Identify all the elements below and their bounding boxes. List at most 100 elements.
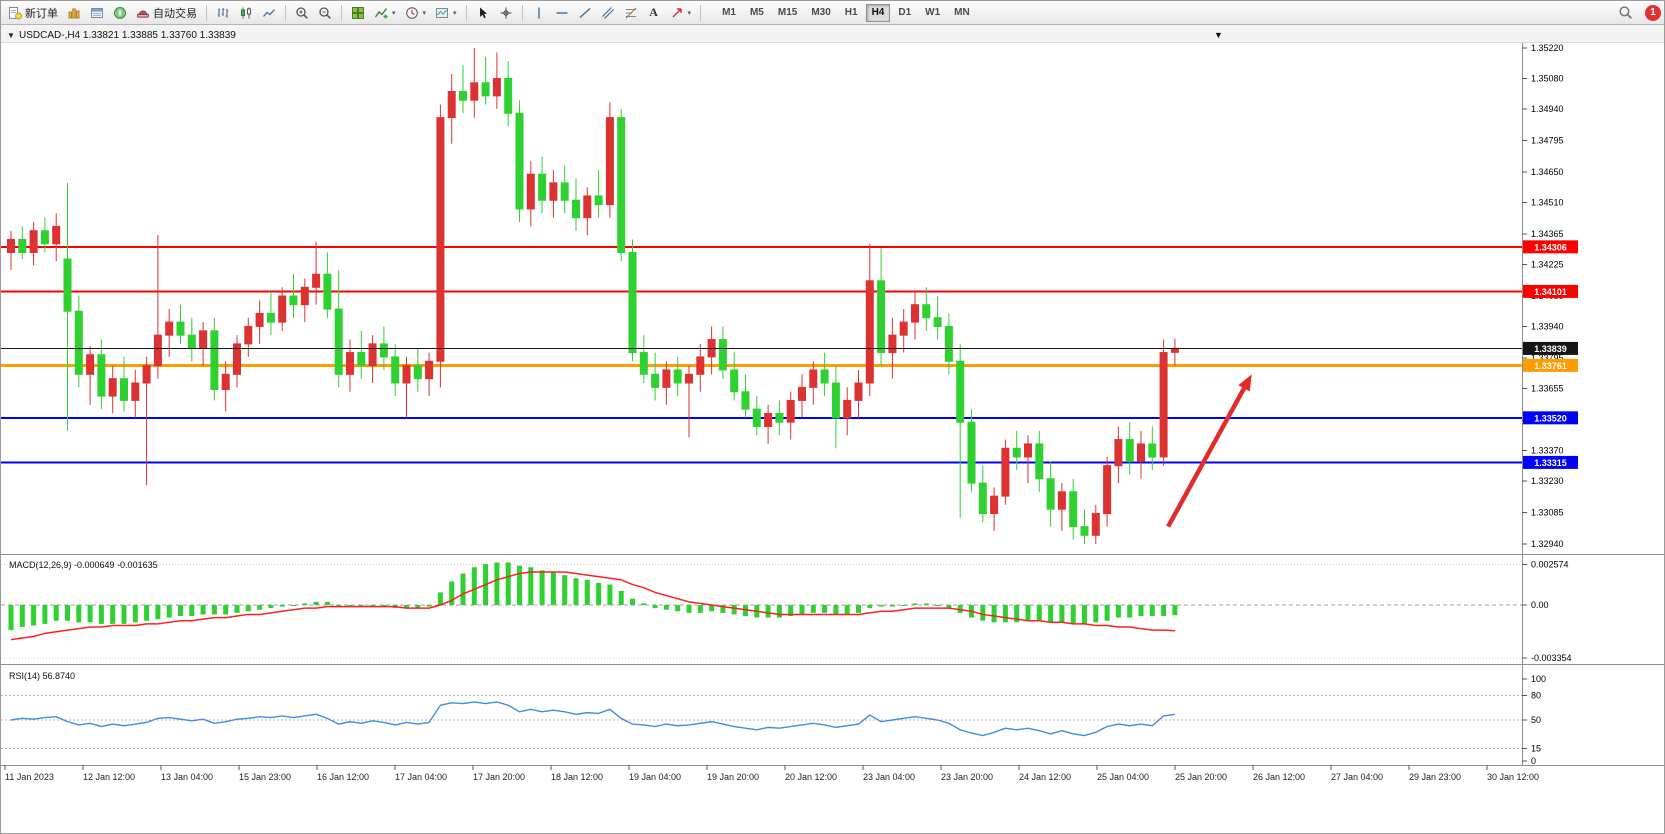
timeframe-mn[interactable]: MN: [948, 4, 976, 22]
tile-windows-button[interactable]: [347, 3, 369, 23]
hline-price-tag: 1.33315: [1523, 455, 1578, 469]
indicators-button[interactable]: ▾: [370, 3, 400, 23]
candle: [809, 361, 818, 405]
candle: [933, 296, 942, 340]
candle: [1091, 504, 1100, 544]
line-chart-type-button[interactable]: [258, 3, 280, 23]
candle: [402, 356, 411, 418]
candle: [673, 356, 682, 397]
new-order-button[interactable]: 新订单: [4, 3, 62, 23]
candle: [425, 352, 434, 397]
chart-menu-icon[interactable]: ▼: [7, 31, 15, 40]
price-tick: 1.32940: [1531, 539, 1564, 549]
macd-axis-tick: -0.003354: [1531, 653, 1572, 663]
crosshair-icon: [499, 6, 513, 20]
candle: [911, 291, 919, 340]
template-icon: [435, 6, 449, 20]
timeframe-h1[interactable]: H1: [839, 4, 864, 22]
candle: [1080, 509, 1089, 544]
candle: [74, 296, 83, 388]
timeframe-m1[interactable]: M1: [716, 4, 742, 22]
price-scale[interactable]: [1522, 43, 1665, 765]
timeframe-m5[interactable]: M5: [744, 4, 770, 22]
time-label: 25 Jan 20:00: [1175, 772, 1227, 782]
svg-text:1.34306: 1.34306: [1534, 242, 1567, 252]
text-tool-icon: A: [649, 5, 658, 19]
horizontal-line-tool-button[interactable]: [551, 3, 573, 23]
candlestick-type-button[interactable]: [235, 3, 257, 23]
time-label: 15 Jan 23:00: [239, 772, 291, 782]
fibonacci-tool-button[interactable]: [620, 3, 642, 23]
candle: [244, 317, 253, 357]
cursor-button[interactable]: [472, 3, 494, 23]
candle: [526, 161, 535, 227]
candle: [368, 335, 377, 384]
candle: [786, 391, 795, 440]
trend-arrow[interactable]: [1166, 374, 1252, 528]
rsi-line: [10, 701, 1175, 737]
chart-background: [1, 25, 1664, 833]
chevron-down-icon: ▾: [422, 9, 427, 17]
candles-layer: [7, 48, 1179, 544]
chevron-down-icon: ▾: [687, 9, 692, 17]
notification-badge[interactable]: 1: [1645, 4, 1661, 21]
timeframe-m30[interactable]: M30: [805, 4, 836, 22]
data-window-button[interactable]: [86, 3, 108, 23]
candle: [210, 317, 219, 401]
candle: [696, 343, 705, 392]
candle: [1024, 435, 1032, 484]
tile-windows-icon: [351, 6, 365, 20]
timeframe-d1[interactable]: D1: [892, 4, 917, 22]
candle: [391, 343, 400, 397]
time-label: 17 Jan 20:00: [473, 772, 525, 782]
search-button[interactable]: [1614, 3, 1637, 23]
templates-button[interactable]: ▾: [431, 3, 461, 23]
timeframe-m15[interactable]: M15: [772, 4, 803, 22]
bar-chart-type-button[interactable]: [212, 3, 234, 23]
candle: [312, 241, 321, 305]
timeframe-h4[interactable]: H4: [865, 3, 891, 22]
candle: [165, 309, 174, 357]
crosshair-button[interactable]: [495, 3, 517, 23]
candle: [1137, 430, 1145, 479]
window-menu-icon[interactable]: ▼: [1214, 30, 1223, 40]
zoom-out-button[interactable]: [314, 3, 336, 23]
time-label: 12 Jan 12:00: [83, 772, 135, 782]
vertical-line-tool-button[interactable]: [528, 3, 550, 23]
channel-tool-button[interactable]: [597, 3, 619, 23]
market-watch-button[interactable]: [63, 3, 85, 23]
new-order-label: 新订单: [25, 7, 58, 20]
clock-icon: [405, 6, 419, 20]
candle: [334, 269, 343, 388]
price-tick: 1.34225: [1531, 259, 1564, 269]
search-icon: [1618, 5, 1633, 20]
trendline-tool-button[interactable]: [574, 3, 596, 23]
timeframe-w1[interactable]: W1: [919, 4, 946, 22]
new-order-icon: [8, 6, 22, 20]
price-tick: 1.33230: [1531, 476, 1564, 486]
candle: [470, 48, 479, 118]
candle: [639, 335, 648, 384]
periods-button[interactable]: ▾: [401, 3, 431, 23]
zoom-in-button[interactable]: [291, 3, 313, 23]
line-chart-icon: [262, 6, 276, 20]
candle: [899, 309, 908, 353]
candle: [278, 287, 287, 331]
candle: [255, 300, 264, 344]
text-tool-button[interactable]: A: [643, 3, 665, 23]
time-axis[interactable]: 11 Jan 2023 12 Jan 12:00 13 Jan 04:00 15 Ja…: [4, 765, 1539, 782]
fibonacci-icon: [624, 6, 638, 20]
candle: [221, 361, 230, 412]
candle: [29, 222, 38, 266]
candle: [831, 365, 840, 449]
svg-text:1.33520: 1.33520: [1534, 413, 1567, 423]
arrows-tool-button[interactable]: ▾: [666, 3, 696, 23]
rsi-label: RSI(14) 56.8740: [9, 671, 75, 681]
autotrading-button[interactable]: 自动交易: [132, 3, 201, 23]
navigator-button[interactable]: [109, 3, 131, 23]
candle: [583, 187, 592, 236]
price-tick: 1.34940: [1531, 104, 1564, 114]
time-label: 26 Jan 12:00: [1253, 772, 1305, 782]
